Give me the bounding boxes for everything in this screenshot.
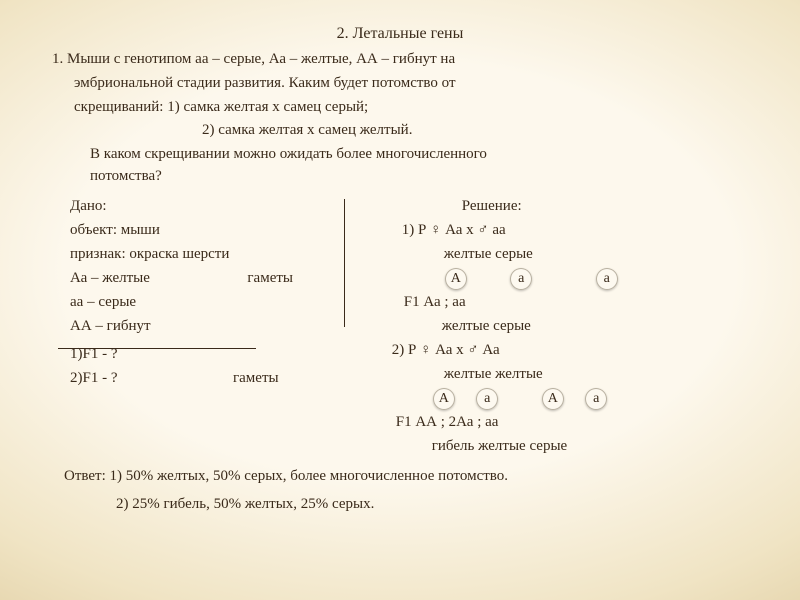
solution-block: Дано: объект: мыши признак: окраска шерс… [52, 196, 748, 460]
problem-line-2: эмбриональной стадии развития. Каким буд… [52, 73, 748, 95]
cross-1-f1-labels: желтые серые [342, 316, 742, 338]
section-title: 2. Летальные гены [52, 22, 748, 45]
cross-2-f1-labels: гибель желтые серые [342, 436, 742, 458]
cross-1-parents: 1) Р ♀ Аа х ♂ аа [342, 220, 742, 242]
problem-line-4: 2) самка желтая х самец желтый. [52, 120, 748, 142]
question-line-2: потомства? [52, 166, 748, 188]
gamete-circle: а [476, 388, 498, 410]
gamete-circle: А [445, 268, 467, 290]
cross-1-f1: F1 Аа ; аа [342, 292, 742, 314]
cross-2-gametes: А а А а [342, 388, 742, 410]
cross-2-f1: F1 АА ; 2Аа ; аа [342, 412, 742, 434]
find-f1-2: 2)F1 - ? гаметы [70, 368, 338, 390]
gamete-circle: А [542, 388, 564, 410]
gamete-circle: а [585, 388, 607, 410]
vertical-divider [344, 199, 345, 327]
gamete-circle: а [596, 268, 618, 290]
question-line-1: В каком скрещивании можно ожидать более … [52, 144, 748, 166]
gamete-circle: а [510, 268, 532, 290]
cross-1-gametes: А а а [342, 268, 742, 290]
given-genotype-3: АА – гибнут [70, 316, 338, 338]
f1-2-label: 2)F1 - ? [70, 370, 118, 386]
given-genotype-1: Аа – желтые гаметы [70, 268, 338, 290]
given-column: Дано: объект: мыши признак: окраска шерс… [70, 196, 338, 392]
problem-line-3: скрещиваний: 1) самка желтая х самец сер… [52, 97, 748, 119]
given-header: Дано: [70, 196, 338, 218]
gametes-label-2: гаметы [233, 370, 279, 386]
problem-line-1: 1. Мыши с генотипом аа – серые, Аа – жел… [52, 49, 748, 71]
solution-column: Решение: 1) Р ♀ Аа х ♂ аа желтые серые А… [342, 196, 742, 460]
given-trait: признак: окраска шерсти [70, 244, 338, 266]
cross-2-labels: желтые желтые [342, 364, 742, 386]
given-genotype-2: аа – серые [70, 292, 338, 314]
cross-2-parents: 2) Р ♀ Аа х ♂ Аа [342, 340, 742, 362]
answer-line-2: 2) 25% гибель, 50% желтых, 25% серых. [52, 494, 748, 516]
given-object: объект: мыши [70, 220, 338, 242]
gametes-label-1: гаметы [247, 270, 293, 286]
horizontal-divider [58, 348, 256, 349]
genotype-Aa: Аа – желтые [70, 270, 150, 286]
solution-header: Решение: [342, 196, 742, 218]
cross-1-labels: желтые серые [342, 244, 742, 266]
gamete-circle: А [433, 388, 455, 410]
answer-line-1: Ответ: 1) 50% желтых, 50% серых, более м… [52, 466, 748, 488]
